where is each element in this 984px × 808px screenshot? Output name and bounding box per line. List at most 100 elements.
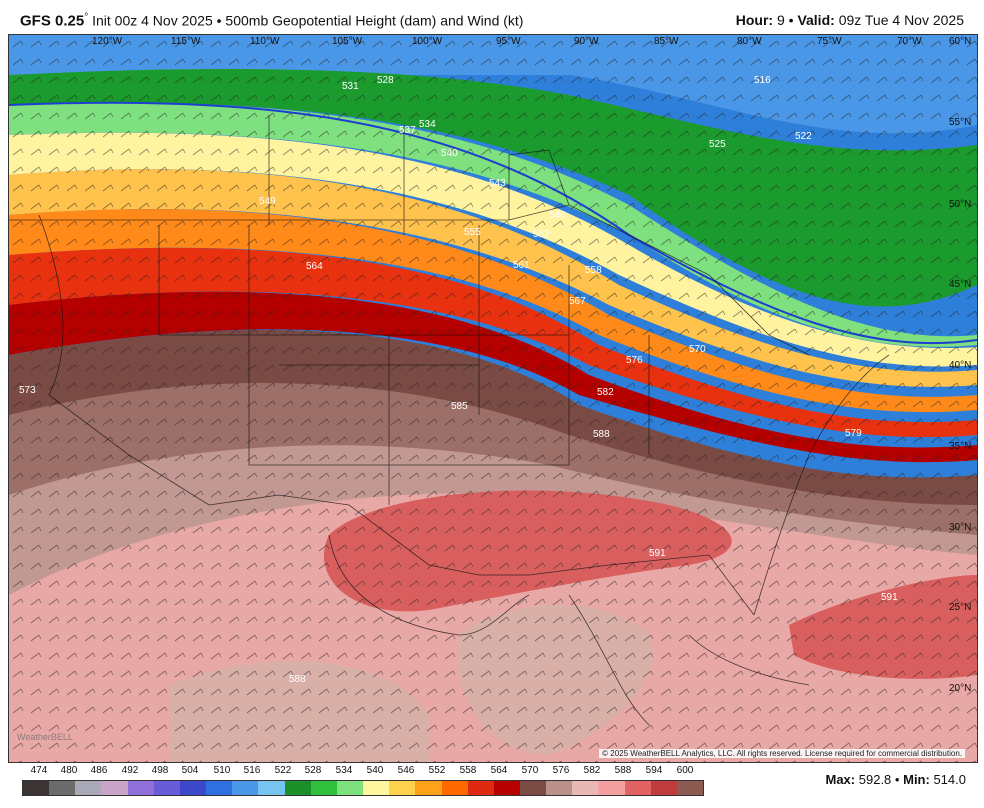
legend-swatch [206,781,233,795]
contour-label: 558 [585,265,602,276]
legend-swatch [519,781,547,795]
legend-swatch [101,781,128,795]
legend-swatch [363,781,390,795]
title-right: Hour: 9 • Valid: 09z Tue 4 Nov 2025 [736,12,964,28]
contour-label: 570 [689,344,706,355]
legend-value: 504 [181,765,199,776]
contour-label: 531 [342,81,359,92]
legend-swatch [598,781,625,795]
contour-label: 579 [845,428,862,439]
lon-label: 75°W [817,36,842,47]
legend-swatch [232,781,259,795]
contour-label: 537 [399,125,416,136]
legend-value: 522 [274,765,292,776]
legend-value: 564 [490,765,508,776]
hour-label: Hour: [735,12,774,28]
lon-label: 70°W [897,36,922,47]
contour-label: 591 [881,592,898,603]
legend-swatch [441,781,468,795]
contour-label: 561 [513,260,530,271]
legend-swatch [546,781,573,795]
legend-value: 510 [213,765,231,776]
max-label: Max: [825,772,856,787]
lat-label: 50°N [949,199,971,210]
contour-540 [9,101,977,345]
legend-swatch [284,781,311,795]
lon-label: 85°W [654,36,679,47]
legend-color-bar [22,780,704,796]
contour-label: 588 [593,429,610,440]
contour-label: 567 [569,296,586,307]
contour-label: 540 [441,148,458,159]
legend-value: 582 [583,765,601,776]
degree-symbol: ° [84,12,89,23]
legend-swatch [572,781,599,795]
latitude-labels: 60°N 55°N 50°N 45°N 40°N 35°N 30°N 25°N … [949,36,971,694]
title-left: GFS 0.25° Init 00z 4 Nov 2025 • 500mb Ge… [20,12,523,30]
legend-swatch [179,781,207,795]
wind-barbs [9,35,977,762]
political-borders [9,115,890,726]
contour-label: 582 [597,387,614,398]
legend-value: 474 [30,765,48,776]
legend-swatch [493,781,520,795]
contour-label: 546 [549,210,566,221]
legend-value: 546 [397,765,415,776]
weather-map[interactable]: 120°W 115°W 110°W 105°W 100°W 95°W 90°W … [8,34,978,763]
legend-swatch [75,781,102,795]
legend-swatch [23,781,50,795]
min-value: 514.0 [933,772,966,787]
contour-labels: 516 522 525 528 531 534 537 540 543 546 … [19,75,898,685]
lon-label: 110°W [250,36,280,47]
contour-label: 534 [419,119,436,130]
contour-label: 528 [377,75,394,86]
legend-value: 558 [459,765,477,776]
legend-swatch [153,781,180,795]
legend-swatch [258,781,285,795]
legend-swatch [310,781,337,795]
lon-label: 105°W [332,36,363,47]
separator: • [788,12,794,28]
legend-swatch [676,781,704,795]
legend-value: 576 [552,765,570,776]
contour-label: 576 [626,355,643,366]
watermark-logo: WeatherBELL [17,732,73,742]
separator: • [216,12,222,29]
contour-label: 585 [451,401,468,412]
contour-label: 564 [306,261,323,272]
contour-label: 552 [533,229,550,240]
legend-value: 600 [676,765,694,776]
legend-value: 534 [335,765,353,776]
contour-label: 588 [289,674,306,685]
legend-value: 594 [645,765,663,776]
legend-value: 486 [90,765,108,776]
legend-swatch [650,781,677,795]
legend-swatch [415,781,442,795]
separator: • [894,772,900,787]
contour-label: 549 [259,196,276,207]
legend-swatch [127,781,154,795]
lat-label: 20°N [949,683,971,694]
legend-value: 528 [304,765,322,776]
legend-swatch [49,781,76,795]
lat-label: 55°N [949,117,971,128]
legend-swatch [336,781,364,795]
legend-value: 588 [614,765,632,776]
init-time: Init 00z 4 Nov 2025 [92,12,213,29]
stats: Max: 592.8 • Min: 514.0 [826,772,967,787]
legend-swatch [624,781,651,795]
legend-value: 492 [121,765,139,776]
longitude-labels: 120°W 115°W 110°W 105°W 100°W 95°W 90°W … [92,36,922,47]
lon-label: 115°W [171,36,201,47]
contour-label: 591 [649,548,666,559]
product-name: 500mb Geopotential Height (dam) and Wind… [225,12,524,29]
legend-labels: 474 480 486 492 498 504 510 516 522 528 … [22,764,702,778]
lat-label: 40°N [949,360,971,371]
contour-label: 555 [464,227,481,238]
contour-label: 525 [709,139,726,150]
copyright-notice: © 2025 WeatherBELL Analytics, LLC. All r… [599,749,965,758]
contour-label: 516 [754,75,771,86]
lon-label: 80°W [737,36,762,47]
lon-label: 90°W [574,36,599,47]
legend-value: 570 [521,765,539,776]
